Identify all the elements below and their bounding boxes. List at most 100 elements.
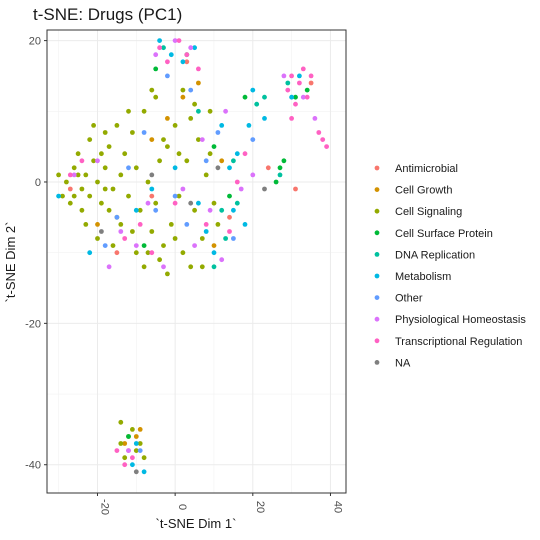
point-cell-signaling (60, 193, 65, 199)
point-other (137, 448, 143, 453)
point-cell-signaling (172, 123, 178, 128)
point-cell-signaling (168, 222, 174, 227)
point-transcriptional-regulation (242, 151, 248, 157)
legend-item: NA (374, 357, 411, 369)
x-axis-label: `t-SNE Dim 1` (156, 516, 237, 531)
legend-label: Physiological Homeostasis (395, 314, 526, 326)
point-cell-surface-protein (227, 193, 232, 199)
legend-label: Cell Signaling (395, 206, 462, 218)
legend-swatch (374, 360, 380, 365)
point-metabolism (242, 222, 248, 227)
point-metabolism (87, 250, 93, 256)
point-cell-signaling (192, 101, 198, 107)
point-other (184, 222, 190, 227)
point-cell-signaling (110, 186, 116, 192)
y-tick-label: -20 (25, 318, 41, 330)
point-dna-replication (262, 94, 267, 100)
point-cell-signaling (99, 200, 104, 206)
legend-label: Metabolism (395, 271, 451, 283)
point-physiological-homeostasis (192, 243, 198, 249)
legend-label: DNA Replication (395, 249, 475, 261)
point-cell-signaling (130, 229, 135, 234)
point-cell-signaling (130, 427, 135, 432)
x-tick-label: 0 (176, 504, 188, 510)
point-dna-replication (211, 264, 217, 270)
legend-item: DNA Replication (374, 249, 475, 261)
point-cell-signaling (110, 243, 116, 249)
point-cell-signaling (118, 172, 124, 178)
point-cell-signaling (215, 222, 221, 227)
y-tick-label: 0 (35, 177, 41, 189)
point-metabolism (250, 87, 256, 93)
point-other (172, 193, 178, 199)
point-cell-signaling (141, 264, 147, 270)
point-metabolism (246, 123, 252, 128)
point-cell-growth (165, 116, 170, 121)
point-metabolism (157, 38, 163, 43)
point-cell-surface-protein (293, 94, 298, 100)
point-cell-growth (196, 80, 201, 86)
point-physiological-homeostasis (223, 108, 229, 114)
point-cell-signaling (95, 179, 100, 185)
point-cell-signaling (199, 236, 205, 241)
point-transcriptional-regulation (122, 462, 128, 468)
point-cell-signaling (207, 108, 213, 114)
point-physiological-homeostasis (281, 73, 287, 79)
point-cell-signaling (207, 151, 213, 157)
point-metabolism (149, 186, 155, 192)
point-antimicrobial (265, 165, 271, 171)
points (56, 38, 329, 475)
point-cell-signaling (180, 250, 186, 256)
point-cell-signaling (203, 172, 209, 178)
point-physiological-homeostasis (219, 257, 225, 263)
point-cell-surface-protein (211, 144, 217, 150)
x-tick-label: -20 (98, 499, 110, 515)
point-cell-signaling (87, 137, 93, 143)
point-physiological-homeostasis (199, 137, 205, 143)
point-cell-signaling (188, 116, 194, 121)
point-physiological-homeostasis (188, 45, 194, 51)
point-physiological-homeostasis (180, 186, 186, 192)
point-physiological-homeostasis (71, 172, 77, 178)
point-cell-signaling (141, 455, 147, 461)
point-cell-signaling (91, 123, 96, 128)
point-metabolism (130, 462, 135, 468)
point-dna-replication (219, 207, 225, 213)
point-cell-signaling (102, 130, 108, 135)
point-cell-surface-protein (126, 434, 131, 439)
point-cell-surface-protein (304, 87, 310, 93)
point-dna-replication (231, 158, 236, 164)
point-physiological-homeostasis (118, 229, 124, 234)
point-cell-surface-protein (281, 158, 287, 164)
point-physiological-homeostasis (250, 172, 256, 178)
legend-swatch (374, 230, 380, 236)
point-metabolism (172, 165, 178, 171)
point-transcriptional-regulation (293, 101, 298, 107)
point-transcriptional-regulation (122, 236, 128, 241)
point-cell-growth (211, 243, 217, 249)
point-cell-signaling (130, 130, 135, 135)
point-cell-signaling (176, 193, 182, 199)
plot-background (47, 30, 346, 493)
legend-swatch (374, 252, 380, 257)
x-tick-label: 40 (331, 501, 343, 513)
point-cell-signaling (161, 243, 166, 249)
point-cell-signaling (95, 236, 100, 241)
point-antimicrobial (149, 193, 155, 199)
point-cell-signaling (188, 264, 194, 270)
point-cell-signaling (165, 144, 170, 150)
point-na (133, 469, 139, 475)
point-other (215, 130, 221, 135)
point-transcriptional-regulation (289, 116, 294, 121)
legend-item: Metabolism (374, 271, 451, 283)
point-cell-signaling (83, 222, 89, 227)
point-cell-surface-protein (141, 243, 147, 249)
point-other (153, 207, 159, 213)
point-transcriptional-regulation (165, 59, 170, 65)
y-tick-label: 20 (29, 36, 41, 48)
point-cell-growth (180, 94, 186, 100)
point-cell-signaling (172, 236, 178, 241)
point-metabolism (56, 193, 61, 199)
plot-border (46, 29, 347, 494)
point-cell-signaling (56, 172, 61, 178)
